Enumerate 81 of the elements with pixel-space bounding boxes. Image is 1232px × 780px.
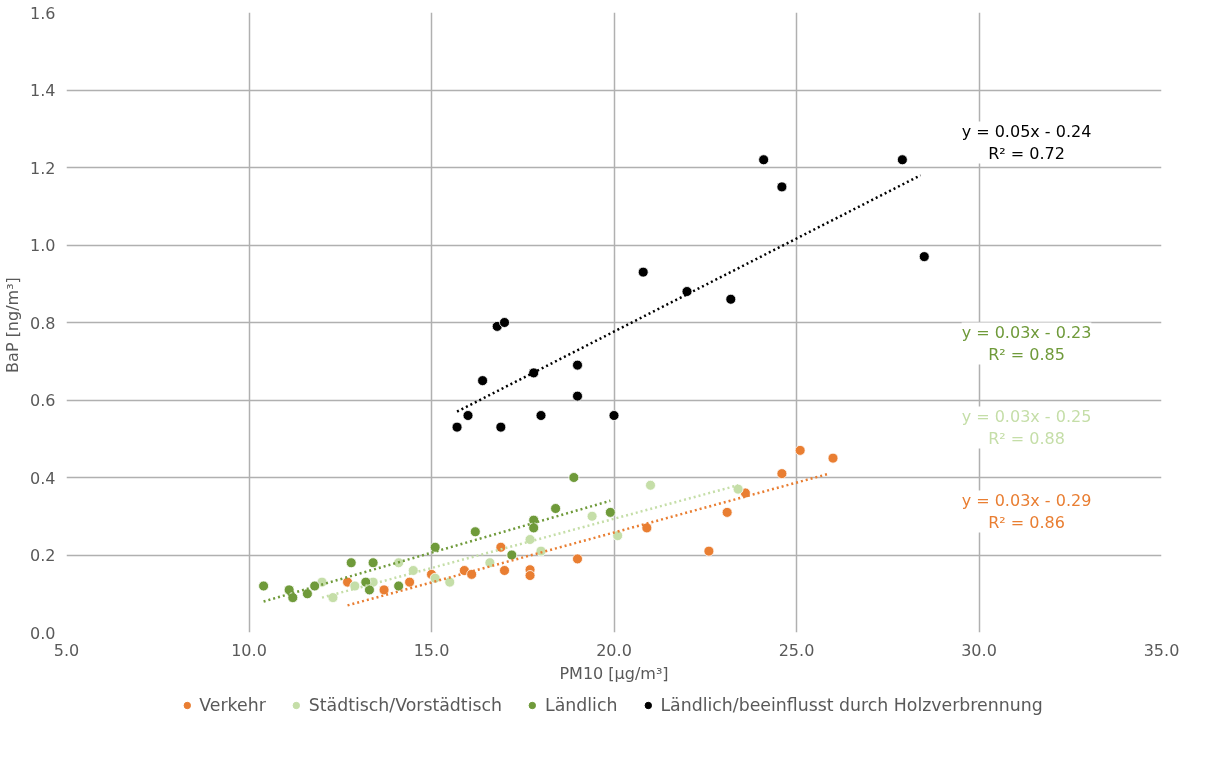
x-tick-label: 35.0	[1143, 640, 1180, 660]
y-tick-label: 1.4	[30, 81, 56, 100]
x-tick-label: 20.0	[596, 640, 632, 660]
point	[758, 154, 770, 166]
x-tick-label: 15.0	[413, 640, 450, 660]
y-tick-label: 0.6	[30, 391, 56, 410]
y-tick-label: 0.8	[30, 313, 56, 333]
point	[309, 580, 321, 592]
point	[506, 549, 518, 561]
point	[499, 565, 510, 576]
y-tick-label: 0.2	[30, 546, 56, 565]
x-axis-title: PM10 [µg/m³]	[559, 663, 669, 683]
point	[604, 506, 616, 518]
y-tick-label: 1.2	[30, 158, 56, 178]
point	[732, 483, 744, 495]
point	[364, 584, 375, 596]
point	[586, 510, 598, 522]
point	[477, 375, 488, 387]
point	[681, 286, 693, 297]
point	[721, 506, 733, 518]
point	[572, 553, 583, 565]
point	[725, 293, 737, 305]
x-tick-label: 10.0	[231, 640, 267, 660]
point	[469, 526, 481, 538]
point	[495, 421, 507, 433]
point	[528, 367, 540, 379]
legend-label: Ländlich/beeinflusst durch Holzverbrennung	[660, 695, 1043, 715]
point	[258, 580, 269, 592]
point	[641, 522, 653, 534]
point	[393, 580, 405, 592]
point	[524, 534, 536, 545]
annotation: y = 0.03x - 0.25 R² = 0.88	[961, 406, 1092, 449]
point	[429, 541, 441, 553]
point	[466, 568, 478, 580]
annotation: y = 0.03x - 0.23 R² = 0.85	[961, 322, 1092, 365]
point	[612, 530, 624, 542]
point	[550, 503, 561, 514]
point	[608, 410, 620, 421]
annotation: y = 0.05x - 0.24 R² = 0.72	[961, 121, 1092, 164]
point	[349, 580, 361, 592]
y-tick-label: 0.4	[30, 468, 56, 488]
point	[499, 317, 510, 328]
point	[462, 410, 474, 421]
point	[572, 390, 583, 402]
point	[495, 541, 507, 553]
point	[794, 444, 806, 456]
point	[572, 359, 583, 371]
point	[451, 421, 463, 433]
point	[287, 592, 299, 604]
point	[645, 479, 656, 491]
y-tick-label: 1.0	[30, 236, 56, 255]
x-tick-label: 25.0	[778, 640, 815, 660]
point	[302, 588, 313, 600]
point	[524, 570, 536, 581]
point	[429, 572, 441, 584]
legend-label: Städtisch/Vorstädtisch	[308, 695, 503, 715]
legend-label: Ländlich	[545, 695, 618, 715]
point	[378, 584, 390, 596]
annotation: y = 0.03x - 0.29 R² = 0.86	[961, 490, 1092, 533]
point	[528, 522, 540, 534]
point	[407, 565, 419, 576]
point	[776, 181, 788, 193]
x-tick-label: 30.0	[961, 640, 997, 660]
point	[827, 452, 839, 464]
point	[367, 557, 379, 569]
point	[404, 576, 415, 588]
point	[703, 545, 715, 557]
y-tick-label: 0.0	[30, 623, 56, 643]
point	[345, 557, 357, 569]
point	[444, 576, 456, 588]
point	[535, 410, 547, 421]
legend-label: Verkehr	[199, 695, 266, 715]
point	[896, 154, 908, 166]
point	[327, 592, 339, 604]
point	[568, 472, 580, 483]
point	[776, 468, 788, 480]
point	[637, 266, 649, 278]
y-tick-label: 1.6	[30, 3, 56, 23]
y-axis-title: BaP [ng/m³]	[3, 277, 23, 373]
x-tick-label: 5.0	[53, 640, 80, 660]
point	[918, 251, 930, 263]
